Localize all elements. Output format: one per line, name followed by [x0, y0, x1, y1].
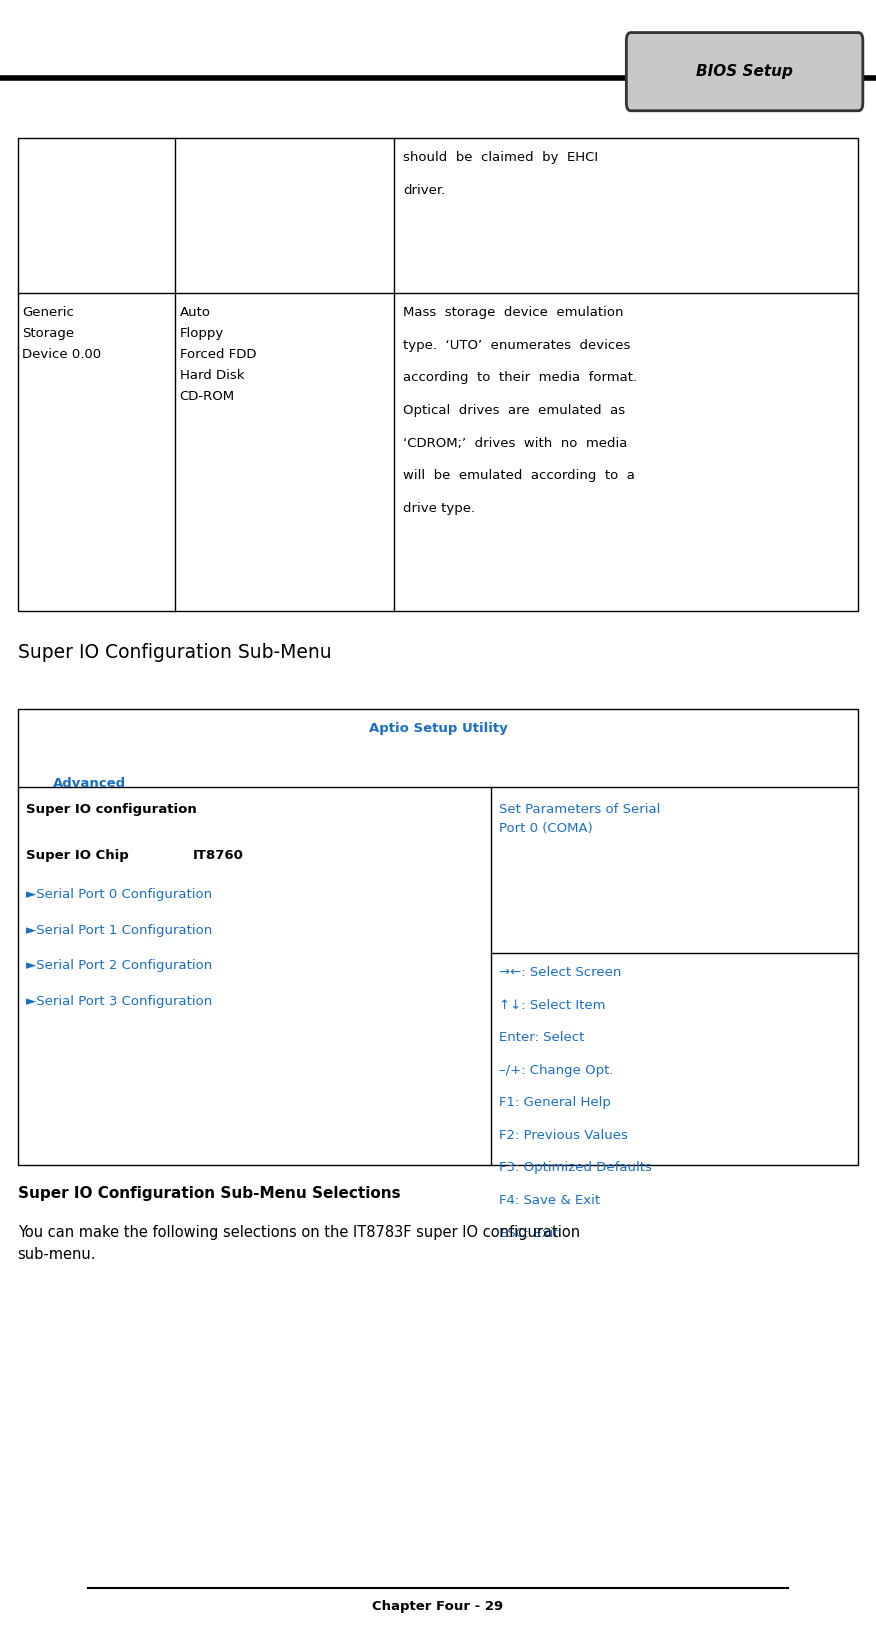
Text: Super IO Chip: Super IO Chip	[26, 849, 129, 862]
Text: Auto
Floppy
Forced FDD
Hard Disk
CD-ROM: Auto Floppy Forced FDD Hard Disk CD-ROM	[180, 306, 256, 404]
Text: should  be  claimed  by  EHCI: should be claimed by EHCI	[403, 151, 598, 165]
Bar	[18, 709, 858, 1165]
Text: BIOS Setup: BIOS Setup	[696, 64, 793, 80]
Text: ESC: Exit: ESC: Exit	[499, 1227, 559, 1240]
Text: →←: Select Screen: →←: Select Screen	[499, 966, 622, 979]
Text: Chapter Four - 29: Chapter Four - 29	[372, 1600, 504, 1613]
Text: Generic
Storage
Device 0.00: Generic Storage Device 0.00	[22, 306, 101, 362]
Text: driver.: driver.	[403, 184, 445, 197]
Bar	[18, 138, 858, 611]
Text: F2: Previous Values: F2: Previous Values	[499, 1129, 628, 1142]
Text: Advanced: Advanced	[53, 777, 125, 790]
Text: ↑↓: Select Item: ↑↓: Select Item	[499, 999, 606, 1012]
FancyBboxPatch shape	[626, 33, 863, 111]
Text: ►Serial Port 3 Configuration: ►Serial Port 3 Configuration	[26, 995, 213, 1008]
Text: F3: Optimized Defaults: F3: Optimized Defaults	[499, 1161, 653, 1175]
Text: drive type.: drive type.	[403, 502, 475, 515]
Text: Mass  storage  device  emulation: Mass storage device emulation	[403, 306, 624, 319]
Text: Super IO configuration: Super IO configuration	[26, 803, 197, 816]
Text: Super IO Configuration Sub-Menu: Super IO Configuration Sub-Menu	[18, 643, 331, 663]
Text: ►Serial Port 0 Configuration: ►Serial Port 0 Configuration	[26, 888, 212, 901]
Text: ►Serial Port 2 Configuration: ►Serial Port 2 Configuration	[26, 959, 213, 973]
Text: Enter: Select: Enter: Select	[499, 1031, 584, 1044]
Text: ‘CDROM;’  drives  with  no  media: ‘CDROM;’ drives with no media	[403, 437, 627, 450]
Text: according  to  their  media  format.: according to their media format.	[403, 371, 637, 384]
Text: –/+: Change Opt.: –/+: Change Opt.	[499, 1064, 614, 1077]
Text: will  be  emulated  according  to  a: will be emulated according to a	[403, 469, 635, 482]
Text: Set Parameters of Serial
Port 0 (COMA): Set Parameters of Serial Port 0 (COMA)	[499, 803, 661, 836]
Text: Optical  drives  are  emulated  as: Optical drives are emulated as	[403, 404, 625, 417]
Text: F4: Save & Exit: F4: Save & Exit	[499, 1194, 600, 1207]
Text: Super IO Configuration Sub-Menu Selections: Super IO Configuration Sub-Menu Selectio…	[18, 1186, 400, 1201]
Text: IT8760: IT8760	[193, 849, 244, 862]
Text: Aptio Setup Utility: Aptio Setup Utility	[369, 722, 507, 735]
Text: type.  ‘UTO’  enumerates  devices: type. ‘UTO’ enumerates devices	[403, 339, 631, 352]
Text: ►Serial Port 1 Configuration: ►Serial Port 1 Configuration	[26, 924, 213, 937]
Text: You can make the following selections on the IT8783F super IO configuration
sub-: You can make the following selections on…	[18, 1225, 580, 1262]
Text: F1: General Help: F1: General Help	[499, 1096, 611, 1109]
